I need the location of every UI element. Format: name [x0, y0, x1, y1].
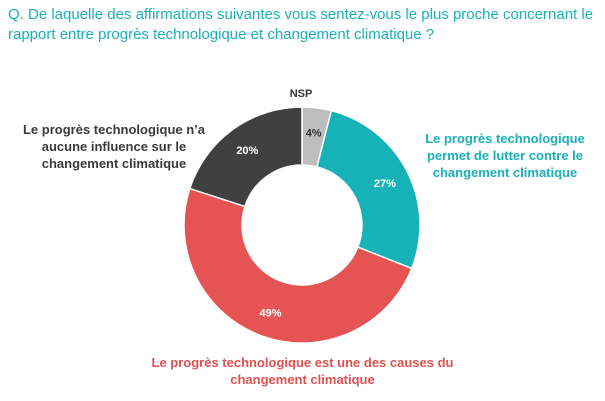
donut-slice-no-influence [188, 106, 303, 208]
donut-slice-is-a-cause [183, 187, 413, 344]
slice-value-label-no-influence: 20% [236, 145, 258, 157]
donut-slice-helps-fight [316, 109, 421, 270]
question-title: Q. De laquelle des affirmations suivante… [8, 6, 594, 43]
legend-helps-fight: Le progrès technologique permet de lutte… [425, 131, 585, 180]
donut-slices [183, 106, 421, 344]
legend-is-a-cause: Le progrès technologique est une des cau… [151, 355, 454, 387]
slice-value-label-nsp: 4% [306, 128, 322, 140]
nsp-category-label: NSP [290, 88, 313, 100]
donut-value-labels: 4% 27% 49% 20% [236, 128, 396, 320]
slice-value-label-is-a-cause: 49% [259, 308, 281, 320]
slice-value-label-helps-fight: 27% [374, 178, 396, 190]
legend-no-influence: Le progrès technologique n’a aucune infl… [22, 122, 206, 171]
